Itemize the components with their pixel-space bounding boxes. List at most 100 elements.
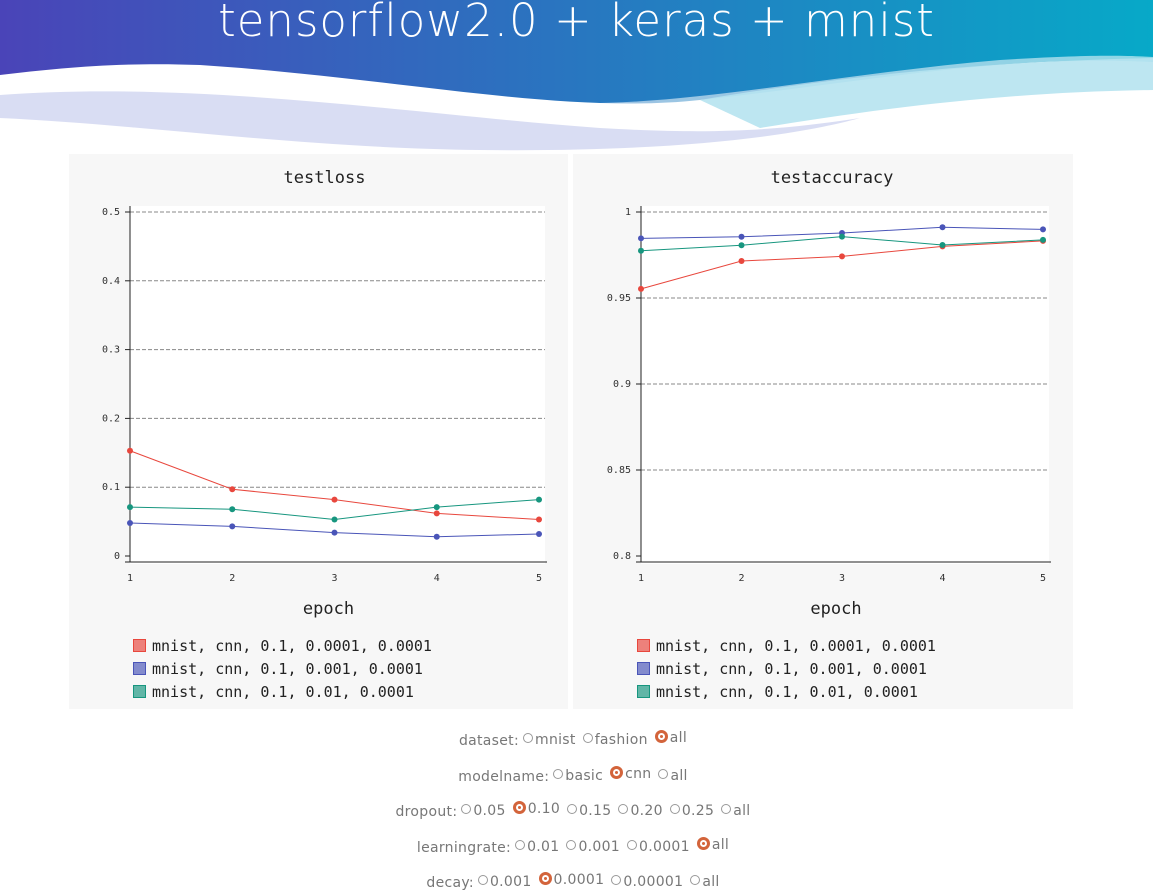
filter-label: modelname: xyxy=(458,768,550,785)
radio-option-label: 0.0001 xyxy=(639,838,690,855)
legend-label: mnist, cnn, 0.1, 0.001, 0.0001 xyxy=(152,659,423,678)
radio-option-0.25[interactable]: 0.25 xyxy=(669,803,714,819)
testloss-y-tick-label: 0.4 xyxy=(102,276,120,287)
testaccuracy-data-point[interactable] xyxy=(1040,226,1046,233)
testaccuracy-y-tick-label: 0.85 xyxy=(607,465,631,476)
radio-option-label: basic xyxy=(565,767,604,784)
testloss-data-point[interactable] xyxy=(536,516,542,523)
testaccuracy-data-point[interactable] xyxy=(638,247,644,254)
testloss-data-point[interactable] xyxy=(536,530,542,537)
radio-option-0.0001[interactable]: 0.0001 xyxy=(538,871,605,888)
testaccuracy-data-point[interactable] xyxy=(939,242,946,249)
radio-option-0.001[interactable]: 0.001 xyxy=(477,874,532,890)
radio-checked-icon[interactable] xyxy=(538,871,552,885)
testaccuracy-legend-item[interactable]: mnist, cnn, 0.1, 0.0001, 0.0001 xyxy=(637,634,936,657)
testaccuracy-y-tick-label: 0.95 xyxy=(607,293,631,304)
radio-unchecked-icon[interactable] xyxy=(566,839,577,850)
radio-option-0.00001[interactable]: 0.00001 xyxy=(611,874,683,890)
testaccuracy-legend-item[interactable]: mnist, cnn, 0.1, 0.001, 0.0001 xyxy=(637,657,936,680)
testloss-data-point[interactable] xyxy=(433,533,440,540)
radio-option-label: all xyxy=(702,873,720,890)
radio-option-cnn[interactable]: cnn xyxy=(610,765,652,782)
testaccuracy-legend: mnist, cnn, 0.1, 0.0001, 0.0001 mnist, cn… xyxy=(637,634,936,703)
radio-option-0.15[interactable]: 0.15 xyxy=(567,803,611,819)
radio-unchecked-icon[interactable] xyxy=(461,803,472,814)
filter-row-decay: decay: 0.001 0.0001 0.00001 all xyxy=(0,871,1153,891)
testloss-chart-panel: testloss 0 0.1 0.2 0.3 0.4 0.5 1 2 3 4 5 epoch mnist… xyxy=(69,154,568,709)
testloss-data-point[interactable] xyxy=(331,496,338,503)
testaccuracy-x-tick-label: 4 xyxy=(939,573,945,584)
radio-unchecked-icon[interactable] xyxy=(567,803,578,814)
testaccuracy-data-point[interactable] xyxy=(738,258,745,265)
testaccuracy-data-point[interactable] xyxy=(1040,236,1046,243)
testaccuracy-data-point[interactable] xyxy=(738,242,745,249)
legend-label: mnist, cnn, 0.1, 0.01, 0.0001 xyxy=(152,682,414,701)
radio-option-label: mnist xyxy=(535,731,576,748)
legend-swatch xyxy=(637,662,650,675)
radio-option-fashion[interactable]: fashion xyxy=(582,731,648,748)
testloss-legend-item[interactable]: mnist, cnn, 0.1, 0.01, 0.0001 xyxy=(133,680,432,703)
testloss-data-point[interactable] xyxy=(536,496,542,503)
radio-option-all[interactable]: all xyxy=(696,836,729,853)
testloss-data-point[interactable] xyxy=(331,516,338,523)
radio-unchecked-icon[interactable] xyxy=(523,732,533,743)
testloss-legend-item[interactable]: mnist, cnn, 0.1, 0.0001, 0.0001 xyxy=(133,634,432,657)
radio-option-all[interactable]: all xyxy=(721,803,750,819)
header-banner: tensorflow2.0 + keras + mnist xyxy=(0,0,1153,160)
radio-checked-icon[interactable] xyxy=(654,729,668,743)
radio-unchecked-icon[interactable] xyxy=(515,839,526,850)
radio-unchecked-icon[interactable] xyxy=(658,768,669,779)
testaccuracy-data-point[interactable] xyxy=(738,233,745,240)
testloss-data-point[interactable] xyxy=(127,519,133,526)
testloss-data-point[interactable] xyxy=(433,510,440,517)
radio-option-basic[interactable]: basic xyxy=(553,768,603,784)
radio-option-label: all xyxy=(670,767,688,784)
radio-unchecked-icon[interactable] xyxy=(618,803,629,814)
testloss-y-tick-label: 0.3 xyxy=(102,345,120,356)
radio-unchecked-icon[interactable] xyxy=(627,839,638,850)
testaccuracy-data-point[interactable] xyxy=(638,235,644,242)
testloss-plot-area xyxy=(130,206,545,564)
radio-option-label: 0.0001 xyxy=(553,872,605,888)
radio-checked-icon[interactable] xyxy=(610,765,624,779)
radio-unchecked-icon[interactable] xyxy=(669,803,680,814)
radio-option-all[interactable]: all xyxy=(654,729,687,746)
testloss-data-point[interactable] xyxy=(229,523,236,530)
testloss-data-point[interactable] xyxy=(127,447,133,454)
radio-option-mnist[interactable]: mnist xyxy=(523,732,576,748)
testloss-y-tick-label: 0.2 xyxy=(102,413,120,424)
testloss-data-point[interactable] xyxy=(433,504,440,511)
radio-unchecked-icon[interactable] xyxy=(721,803,732,814)
testaccuracy-legend-item[interactable]: mnist, cnn, 0.1, 0.01, 0.0001 xyxy=(637,680,936,703)
testaccuracy-data-point[interactable] xyxy=(939,224,946,231)
testloss-data-point[interactable] xyxy=(229,486,236,493)
radio-unchecked-icon[interactable] xyxy=(582,732,593,743)
radio-checked-icon[interactable] xyxy=(696,836,710,850)
radio-unchecked-icon[interactable] xyxy=(477,874,488,885)
testloss-legend: mnist, cnn, 0.1, 0.0001, 0.0001 mnist, cn… xyxy=(133,634,432,703)
legend-swatch xyxy=(637,639,650,652)
filter-row-modelname: modelname: basic cnn all xyxy=(0,765,1153,785)
testloss-legend-item[interactable]: mnist, cnn, 0.1, 0.001, 0.0001 xyxy=(133,657,432,680)
radio-option-0.10[interactable]: 0.10 xyxy=(512,800,560,817)
testloss-data-point[interactable] xyxy=(127,504,133,511)
testloss-data-point[interactable] xyxy=(229,506,236,513)
radio-option-0.20[interactable]: 0.20 xyxy=(618,803,663,819)
radio-option-all[interactable]: all xyxy=(690,874,719,890)
radio-option-all[interactable]: all xyxy=(658,768,687,784)
testaccuracy-data-point[interactable] xyxy=(839,233,845,240)
radio-checked-icon[interactable] xyxy=(512,800,526,814)
testloss-data-point[interactable] xyxy=(331,529,338,536)
radio-option-label: fashion xyxy=(594,731,648,748)
testaccuracy-data-point[interactable] xyxy=(638,285,644,292)
radio-option-label: 0.05 xyxy=(473,802,506,819)
radio-option-label: cnn xyxy=(625,766,652,782)
radio-option-0.001[interactable]: 0.001 xyxy=(566,839,620,855)
radio-option-0.01[interactable]: 0.01 xyxy=(515,839,559,855)
radio-option-0.0001[interactable]: 0.0001 xyxy=(627,839,690,855)
radio-unchecked-icon[interactable] xyxy=(690,874,701,885)
radio-unchecked-icon[interactable] xyxy=(611,874,622,885)
radio-option-0.05[interactable]: 0.05 xyxy=(461,803,505,819)
radio-unchecked-icon[interactable] xyxy=(553,768,564,779)
testaccuracy-data-point[interactable] xyxy=(839,253,845,260)
